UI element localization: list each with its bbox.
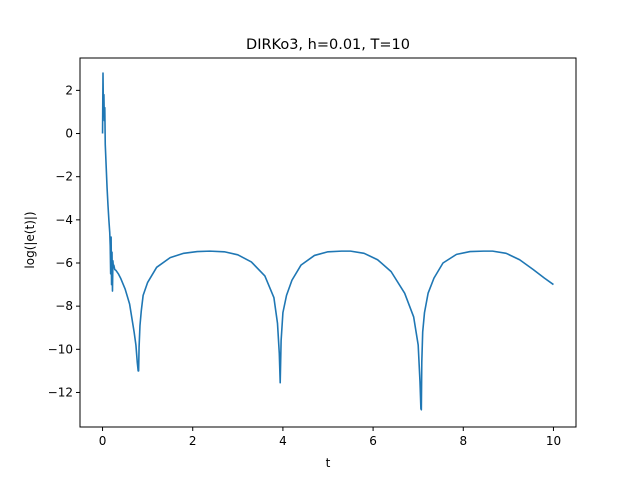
y-tick-label: −6: [55, 256, 73, 270]
axes-frame: [79, 57, 577, 428]
y-axis-label: log(|e(t)|): [23, 211, 37, 268]
x-tick-label: 4: [279, 434, 287, 448]
x-tick-label: 8: [459, 434, 467, 448]
x-axis-label: t: [326, 456, 331, 470]
y-tick-label: 0: [65, 127, 73, 141]
x-tick-label: 10: [546, 434, 561, 448]
series-line-0: [101, 72, 554, 411]
y-axis: 2 0 −2 −4 −6 −8 −10 −12: [48, 83, 80, 399]
y-tick-label: −10: [48, 342, 73, 356]
y-tick-label: −2: [55, 170, 73, 184]
chart-title: DIRKo3, h=0.01, T=10: [246, 37, 410, 53]
x-tick-label: 0: [99, 434, 107, 448]
y-tick-label: −4: [55, 213, 73, 227]
plot-area: [101, 72, 554, 411]
y-tick-label: −8: [55, 299, 73, 313]
x-tick-label: 6: [369, 434, 377, 448]
x-axis: 0 2 4 6 8 10: [99, 427, 561, 448]
y-tick-label: −12: [48, 385, 73, 399]
x-tick-label: 2: [189, 434, 197, 448]
y-tick-label: 2: [65, 83, 73, 97]
